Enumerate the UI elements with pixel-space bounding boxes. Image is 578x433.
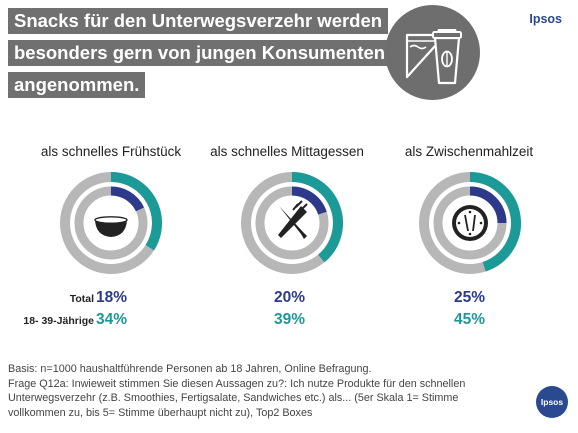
footnote-line-3: Unterwegsverzehr (z.B. Smoothies, Fertig… [8, 392, 459, 404]
ipsos-logo-badge: Ipsos [536, 386, 568, 418]
arc-young-snack [469, 172, 521, 272]
value-young-lunch: 39% [274, 311, 306, 328]
row-label-total: Total [69, 293, 94, 305]
arc-young-breakfast [110, 172, 162, 251]
arc-total-lunch [291, 186, 327, 215]
category-label-snack: als Zwischenmahlzeit [404, 144, 534, 159]
value-total-lunch: 20% [274, 289, 306, 306]
title-line-1: Snacks für den Unterwegsverzehr werden [8, 8, 389, 34]
bowl-icon [94, 216, 128, 237]
footnote-line-4: vollkommen zu, bis 5= Stimme überhaupt n… [8, 406, 313, 419]
footnote-line-1: Basis: n=1000 haushaltführende Personen … [8, 363, 372, 375]
arc-total-snack [469, 186, 507, 224]
brand-logo-text: Ipsos [529, 12, 562, 26]
fork-knife-icon [278, 200, 308, 239]
value-young-breakfast: 34% [96, 311, 128, 328]
title-line-2: besonders gern von jungen Konsumenten [8, 40, 392, 66]
arc-young-lunch [291, 172, 343, 263]
title-line-3: angenommen. [8, 72, 146, 98]
category-label-breakfast: als schnelles Frühstück [40, 144, 182, 159]
row-label-young: 18- 39-Jährige [23, 315, 94, 327]
donut-charts [60, 172, 521, 274]
clock-icon [452, 205, 488, 241]
snack-cup-sandwich-icon [385, 5, 480, 100]
footnote: Basis: n=1000 haushaltführende Personen … [8, 362, 528, 420]
category-label-lunch: als schnelles Mittagessen [210, 144, 364, 159]
value-young-snack: 45% [454, 311, 486, 328]
value-total-breakfast: 18% [96, 289, 128, 306]
arc-total-breakfast [110, 186, 145, 212]
footnote-line-2: Frage Q12a: Inwieweit stimmen Sie diesen… [8, 377, 466, 390]
value-total-snack: 25% [454, 289, 486, 306]
